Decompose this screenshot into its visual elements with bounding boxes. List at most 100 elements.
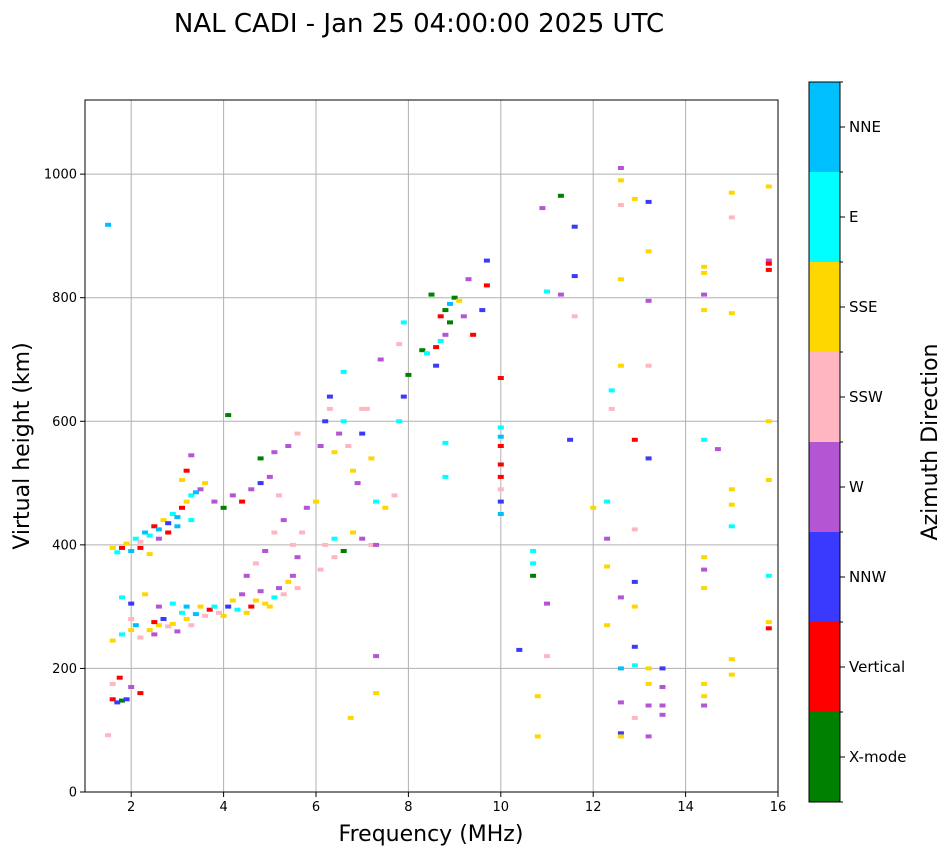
data-point xyxy=(257,481,264,486)
data-point xyxy=(132,623,139,628)
data-point xyxy=(119,698,125,703)
data-point xyxy=(497,474,504,479)
data-point xyxy=(174,524,181,529)
data-point xyxy=(188,518,195,523)
data-point xyxy=(571,274,578,279)
data-point xyxy=(271,450,278,455)
x-tick-label: 4 xyxy=(219,800,227,815)
data-point xyxy=(331,536,338,541)
data-point xyxy=(266,474,273,479)
data-point xyxy=(183,604,190,609)
plot-background xyxy=(85,100,778,792)
colorbar-tick-label: Vertical xyxy=(849,658,905,676)
data-point xyxy=(322,542,329,547)
colorbar-tick-label: E xyxy=(849,208,858,226)
chart-title: NAL CADI - Jan 25 04:00:00 2025 UTC xyxy=(174,9,664,39)
data-point xyxy=(137,635,144,640)
data-point xyxy=(701,437,708,442)
data-point xyxy=(252,561,259,566)
data-point xyxy=(437,314,444,319)
colorbar-frame xyxy=(808,81,841,803)
data-point xyxy=(137,691,144,696)
data-point xyxy=(160,617,167,621)
data-point xyxy=(483,258,490,263)
data-point xyxy=(294,586,301,591)
data-point xyxy=(544,289,550,294)
data-point xyxy=(659,685,666,689)
data-point xyxy=(155,623,162,628)
data-point xyxy=(617,203,624,207)
data-point xyxy=(114,700,121,705)
data-point xyxy=(631,196,638,201)
data-point xyxy=(220,613,227,618)
data-point xyxy=(645,681,652,686)
data-point xyxy=(557,193,564,198)
data-point xyxy=(174,515,181,520)
data-point xyxy=(119,595,125,600)
data-point xyxy=(617,700,624,705)
data-point xyxy=(340,419,347,424)
data-point xyxy=(534,694,541,699)
data-point xyxy=(243,610,250,615)
x-tick-label: 10 xyxy=(493,800,510,815)
data-point xyxy=(765,573,772,578)
data-point xyxy=(571,224,578,229)
data-point xyxy=(604,536,611,541)
data-point xyxy=(373,542,380,547)
data-point xyxy=(137,539,144,544)
data-point xyxy=(497,425,504,430)
data-point xyxy=(617,363,624,368)
data-point xyxy=(155,604,162,609)
data-point xyxy=(331,450,338,455)
data-point xyxy=(347,715,354,720)
data-point xyxy=(483,283,490,288)
data-point xyxy=(350,530,356,535)
data-point xyxy=(396,419,403,424)
data-point xyxy=(530,561,537,566)
data-point xyxy=(479,308,486,313)
data-point xyxy=(165,521,172,526)
data-point xyxy=(216,610,222,615)
data-point xyxy=(645,734,652,739)
data-point xyxy=(211,604,218,609)
y-tick-label: 1000 xyxy=(44,168,77,183)
data-point xyxy=(497,512,504,516)
colorbar-segment xyxy=(809,622,840,712)
colorbar-segment xyxy=(809,712,840,802)
data-point xyxy=(266,604,273,609)
data-point xyxy=(396,342,403,347)
data-point xyxy=(604,564,611,569)
data-point xyxy=(604,623,611,628)
colorbar-segment xyxy=(809,82,840,172)
colorbar-segment xyxy=(809,352,840,442)
x-axis-label: Frequency (MHz) xyxy=(339,822,524,847)
data-point xyxy=(234,607,241,612)
data-point xyxy=(765,261,772,266)
data-point xyxy=(447,320,453,325)
data-point xyxy=(617,595,624,600)
data-point xyxy=(728,487,735,492)
data-point xyxy=(114,550,121,555)
data-point xyxy=(368,542,375,547)
plot-frame xyxy=(84,99,779,793)
data-point xyxy=(497,376,504,380)
data-point xyxy=(202,481,209,486)
data-point xyxy=(442,308,449,313)
data-point xyxy=(243,573,250,578)
data-point xyxy=(359,536,366,541)
data-point xyxy=(183,499,190,504)
data-point xyxy=(109,681,116,686)
data-point xyxy=(400,394,407,399)
data-point xyxy=(423,351,430,356)
data-point xyxy=(382,505,389,510)
data-point xyxy=(109,697,116,702)
data-point xyxy=(197,487,204,492)
data-point xyxy=(313,499,319,504)
data-point xyxy=(151,632,158,637)
data-point xyxy=(271,595,278,600)
data-point xyxy=(132,536,139,541)
data-point xyxy=(728,524,735,529)
x-tick-label: 8 xyxy=(404,800,412,815)
data-point xyxy=(451,295,458,300)
